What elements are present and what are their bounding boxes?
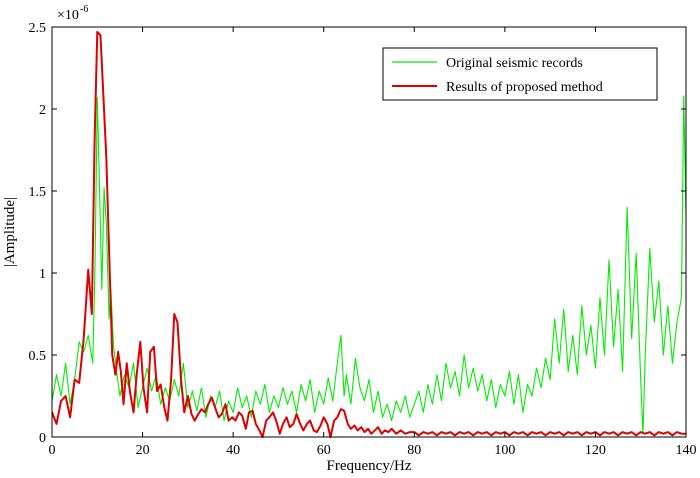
y-exponent-base: ×10 [57,8,79,23]
legend-box [382,47,658,101]
x-tick-label: 120 [585,443,606,458]
y-tick-label: 0.5 [29,349,47,364]
y-tick-label: 1 [39,267,46,282]
x-tick-label: 140 [676,443,697,458]
series-line-proposed [51,30,686,438]
y-exponent: ×10 -6 [57,4,88,23]
plot-frame [51,26,687,438]
x-tick-label: 0 [49,443,56,458]
legend-label-original: Original seismic records [446,56,583,71]
series-line-original [51,95,687,435]
series-layer [51,30,687,438]
x-axis-label: Frequency/Hz [327,458,412,474]
x-tick-label: 20 [136,443,150,458]
x-tick-label: 80 [407,443,421,458]
x-tick-label: 60 [317,443,331,458]
y-tick-label: 2 [39,103,46,118]
y-exponent-power: -6 [80,4,88,15]
legend: Original seismic records Results of prop… [382,47,658,101]
legend-label-proposed: Results of proposed method [446,80,603,95]
x-tick-label: 100 [494,443,515,458]
x-tick-label: 40 [226,443,240,458]
y-axis-label: |Amplitude| [2,197,18,267]
y-tick-label: 1.5 [29,185,47,200]
y-tick-label: 2.5 [29,21,47,36]
ticks-layer: 0 20 40 60 80 100 120 140 0 0.5 1 1.5 2 2.5 [29,21,697,458]
y-tick-label: 0 [39,431,46,446]
